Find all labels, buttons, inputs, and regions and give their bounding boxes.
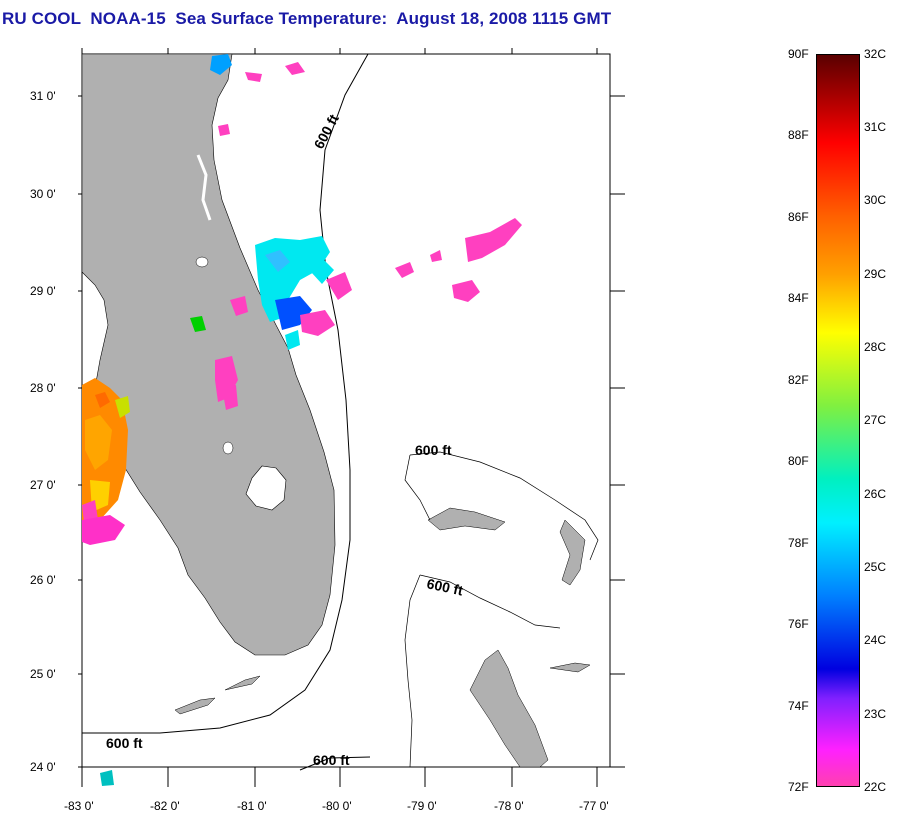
contour-label-2: 600 ft [415,442,452,458]
colorbar-c-label: 29C [864,267,887,281]
lake-okeechobee [245,465,287,511]
river [196,154,212,221]
colorbar-f-label: 78F [788,536,809,550]
colorbar-c-label: 25C [864,560,887,574]
map-title: RU COOL NOAA-15 Sea Surface Temperature:… [2,9,612,28]
colorbar-f-label: 76F [788,617,809,631]
sst-gulf-warm [82,378,130,545]
colorbar-c-label: 30C [864,193,887,207]
lat-label: 31 0' [30,89,56,103]
bank-outlines [404,451,599,768]
colorbar-c-label: 22C [864,780,887,794]
latitude-axis [78,95,625,768]
temperature-colorbar [816,54,860,787]
colorbar-c-label: 32C [864,47,887,61]
colorbar-c-label: 31C [864,120,887,134]
lon-label: -82 0' [150,799,180,813]
grand-bahama [427,507,506,531]
colorbar-f-label: 72F [788,780,809,794]
colorbar-c-label: 28C [864,340,887,354]
lon-label: -77 0' [579,799,609,813]
colorbar-f-label: 88F [788,128,809,142]
longitude-axis [81,48,598,787]
contour-label-3: 600 ft [425,575,464,598]
lat-label: 24 0' [30,760,56,774]
lon-label: -83 0' [64,799,94,813]
sst-atlantic-cool [230,218,522,350]
lat-label: 29 0' [30,284,56,298]
colorbar-c-label: 24C [864,633,887,647]
lon-label: -79 0' [407,799,437,813]
lat-label: 27 0' [30,478,56,492]
sst-north-scatter [100,54,305,786]
small-lake [195,256,209,268]
colorbar-c-label: 23C [864,707,887,721]
colorbar-c-label: 27C [864,413,887,427]
colorbar-f-label: 86F [788,210,809,224]
contour-label-4: 600 ft [106,735,143,751]
colorbar-f-label: 90F [788,47,809,61]
lat-label: 25 0' [30,667,56,681]
contour-label-5: 600 ft [313,752,350,768]
bathymetry-contours [82,53,371,771]
abaco-island [559,519,586,586]
lon-label: -80 0' [322,799,352,813]
lat-label: 30 0' [30,187,56,201]
eleuthera-reef [549,662,591,673]
florida-keys [174,675,261,715]
andros-island [469,649,549,768]
colorbar-c-label: 26C [864,487,887,501]
lat-label: 28 0' [30,381,56,395]
small-lake [222,441,234,455]
lon-label: -78 0' [494,799,524,813]
colorbar-f-label: 84F [788,291,809,305]
colorbar-f-label: 74F [788,699,809,713]
lat-label: 26 0' [30,573,56,587]
colorbar-f-label: 82F [788,373,809,387]
lon-label: -81 0' [237,799,267,813]
colorbar-f-label: 80F [788,454,809,468]
